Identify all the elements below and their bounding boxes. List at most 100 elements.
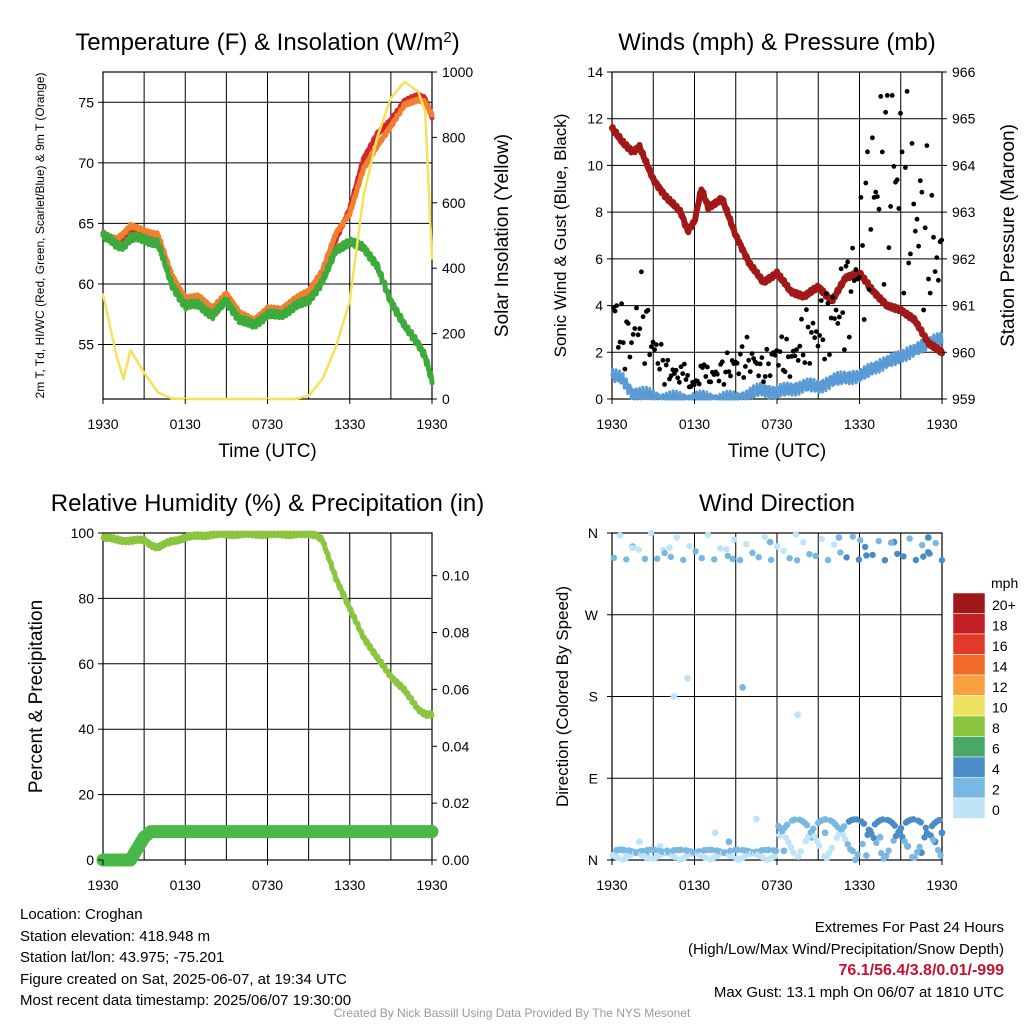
- gust-point: [889, 93, 895, 98]
- legend-swatch: [952, 736, 986, 758]
- direction-point: [810, 825, 817, 832]
- rh-tick-label-y-right: 0.10: [442, 568, 469, 584]
- direction-point: [780, 547, 787, 555]
- speed-legend: mph 20+ 18 16 14 12 10 8 6 4 2 0: [952, 575, 1018, 819]
- direction-point: [614, 854, 621, 861]
- direction-point: [910, 816, 917, 823]
- direction-point: [734, 846, 741, 853]
- gust-point: [838, 266, 844, 272]
- legend-label: 16: [992, 638, 1008, 654]
- direction-point: [837, 549, 844, 556]
- gust-point: [648, 344, 654, 349]
- gust-point: [696, 381, 702, 387]
- direction-point: [683, 853, 691, 860]
- winds-tick-label-y: 2: [595, 344, 603, 360]
- direction-point: [729, 555, 736, 563]
- direction-point: [912, 556, 920, 564]
- gust-point: [738, 351, 743, 357]
- gust-point: [807, 361, 813, 366]
- gust-point: [894, 177, 900, 183]
- direction-point: [772, 847, 780, 854]
- direction-point: [787, 844, 795, 851]
- direction-point: [727, 847, 734, 854]
- winds-tick-label-y-right: 965: [952, 111, 976, 127]
- direction-point: [917, 819, 924, 826]
- credit-text: Created By Nick Bassill Using Data Provi…: [333, 1006, 691, 1020]
- winds-tick-label-y: 0: [595, 391, 603, 407]
- direction-point: [861, 543, 869, 551]
- gust-point: [766, 361, 771, 367]
- rh-tick-label-y: 0: [86, 852, 94, 868]
- series-precipitation: [96, 825, 439, 867]
- direction-point: [891, 822, 898, 829]
- direction-point: [863, 552, 870, 559]
- timestamp-text: Most recent data timestamp: 2025/06/07 1…: [20, 992, 352, 1009]
- direction-point: [828, 844, 835, 851]
- gust-point: [856, 274, 862, 280]
- direction-point: [795, 853, 802, 860]
- rh-tick-label-y: 20: [78, 787, 94, 803]
- gust-point: [843, 263, 849, 269]
- direction-point: [870, 834, 877, 842]
- direction-point: [797, 848, 804, 855]
- rh-tick-label-y-right: 0.04: [442, 738, 469, 754]
- gust-point: [850, 245, 855, 251]
- gust-point: [685, 373, 690, 378]
- direction-point: [730, 536, 738, 543]
- gust-point: [934, 255, 940, 260]
- direction-point: [922, 824, 929, 831]
- gust-point: [878, 94, 884, 99]
- gust-point: [848, 289, 854, 294]
- gust-point: [813, 329, 819, 334]
- temp-ylabel-left: 2m T, Td, HI/WC (Red, Green, Scarlet/Blu…: [33, 73, 47, 399]
- winds-panel: 1930 0130 0730 1330 1930 0 2 4 6 8 10 12 14 959 960 961…: [551, 29, 1019, 462]
- temp-tick-label-y-right: 1000: [442, 64, 473, 80]
- gust-point: [655, 361, 661, 366]
- direction-point: [765, 846, 772, 853]
- direction-point: [911, 854, 918, 861]
- dir-tick-label-x: 1330: [844, 877, 875, 893]
- direction-point: [793, 557, 801, 564]
- gust-point: [634, 305, 639, 311]
- humidity-panel: 1930 0130 0730 1330 1930 0 20 40 60 80 100 0.00 0.02…: [26, 490, 484, 893]
- rh-tick-label-y-right: 0.02: [442, 795, 469, 811]
- series-direction: [609, 530, 946, 864]
- gust-point: [639, 269, 644, 275]
- gust-point: [734, 360, 740, 366]
- gust-point: [757, 361, 763, 367]
- gust-point: [724, 350, 730, 356]
- winds-tick-label-y-right: 960: [952, 344, 976, 360]
- gust-point: [665, 357, 671, 363]
- direction-point: [823, 855, 830, 862]
- gust-point: [657, 366, 662, 372]
- direction-point: [680, 556, 687, 564]
- dir-tick-label-x: 1930: [926, 877, 957, 893]
- gust-point: [794, 347, 799, 352]
- direction-panel: 1930 0130 0730 1330 1930 N E S W N Wind Direction D…: [553, 490, 1018, 893]
- direction-point: [860, 820, 868, 827]
- temp-tick-label-x: 0130: [170, 416, 201, 432]
- gust-point: [744, 334, 750, 340]
- series-rh: [100, 530, 435, 719]
- direction-point: [740, 853, 748, 861]
- direction-point: [840, 823, 848, 830]
- gust-point: [865, 149, 870, 155]
- direction-point: [767, 556, 775, 563]
- legend-label: 14: [992, 659, 1008, 675]
- direction-point: [724, 552, 731, 560]
- winds-tick-label-y-right: 966: [952, 64, 976, 80]
- rh-tick-label-x: 0130: [170, 877, 201, 893]
- gust-point: [795, 358, 801, 363]
- direction-point: [684, 674, 691, 682]
- direction-point: [937, 852, 944, 859]
- series-gust: [611, 89, 945, 390]
- legend-label: 4: [992, 761, 1000, 777]
- gust-point: [924, 143, 930, 149]
- direction-point: [654, 555, 661, 562]
- gust-point: [799, 316, 804, 322]
- gust-point: [875, 194, 880, 200]
- gust-point: [884, 93, 890, 98]
- direction-point: [918, 541, 926, 549]
- rh-tick-label-y: 100: [71, 525, 95, 541]
- dir-ylabel-left: Direction (Colored By Speed): [553, 586, 572, 807]
